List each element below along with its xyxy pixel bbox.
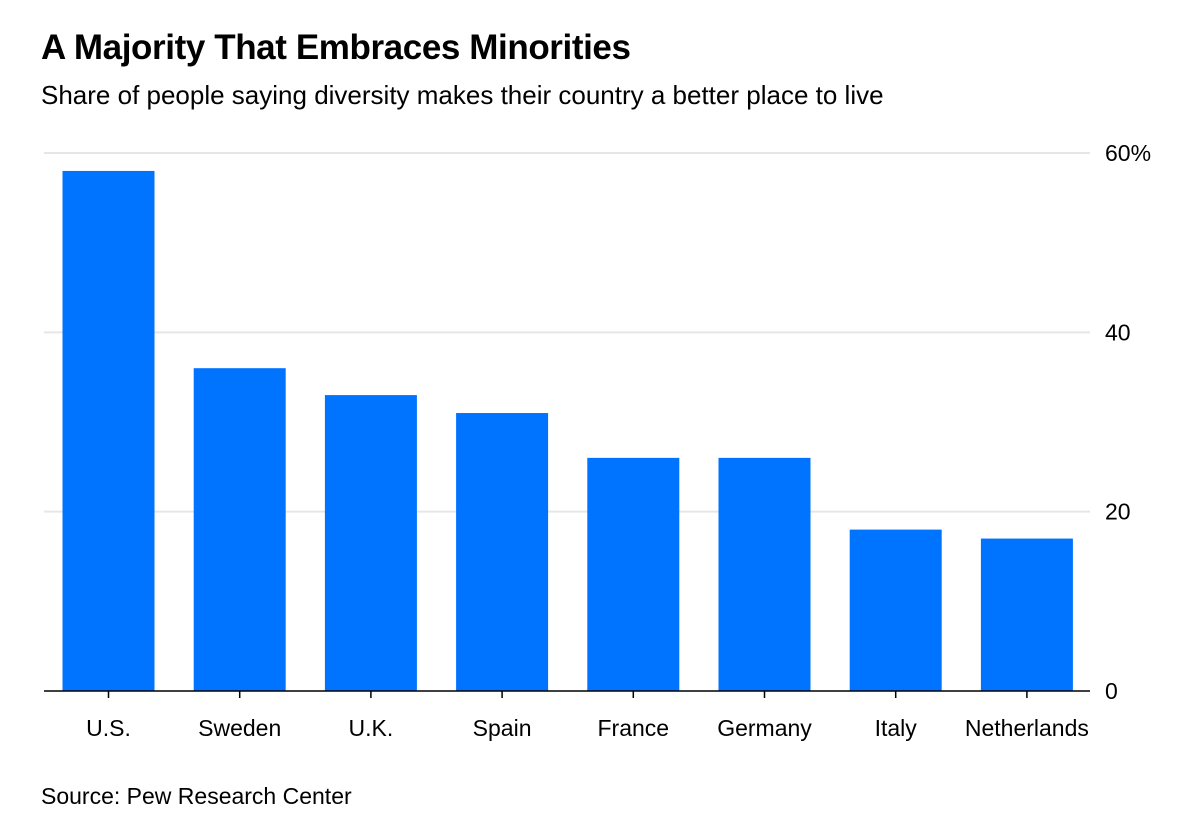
bar-sweden [193,368,286,691]
y-tick-label: 60% [1105,140,1151,166]
x-tick-label: U.K. [349,715,394,741]
bar-italy [849,529,942,691]
y-tick-label: 0 [1105,678,1118,704]
bar-netherlands [980,538,1073,691]
bar-spain [456,413,549,691]
bar-u-s [62,170,155,691]
chart-title: A Majority That Embraces Minorities [41,28,631,67]
x-tick-labels: U.S. Sweden U.K. Spain France Germany Italy Net… [86,715,1089,741]
y-tick-label: 40 [1105,319,1131,345]
y-tick-labels: 0 20 40 60% [1105,140,1151,704]
x-tick-label: Germany [717,715,812,741]
bars [62,170,1073,691]
chart-subtitle: Share of people saying diversity makes t… [41,80,884,110]
x-tick-label: Sweden [198,715,281,741]
x-tick-label: France [598,715,670,741]
bar-germany [718,457,811,691]
baseline-axis [44,690,1090,698]
x-tick-label: Italy [875,715,918,741]
x-tick-label: Spain [473,715,532,741]
x-tick-label: U.S. [86,715,131,741]
bar-france [587,457,680,691]
source-note: Source: Pew Research Center [41,783,352,809]
x-tick-label: Netherlands [965,715,1089,741]
bar-u-k [324,395,417,691]
y-tick-label: 20 [1105,499,1131,525]
